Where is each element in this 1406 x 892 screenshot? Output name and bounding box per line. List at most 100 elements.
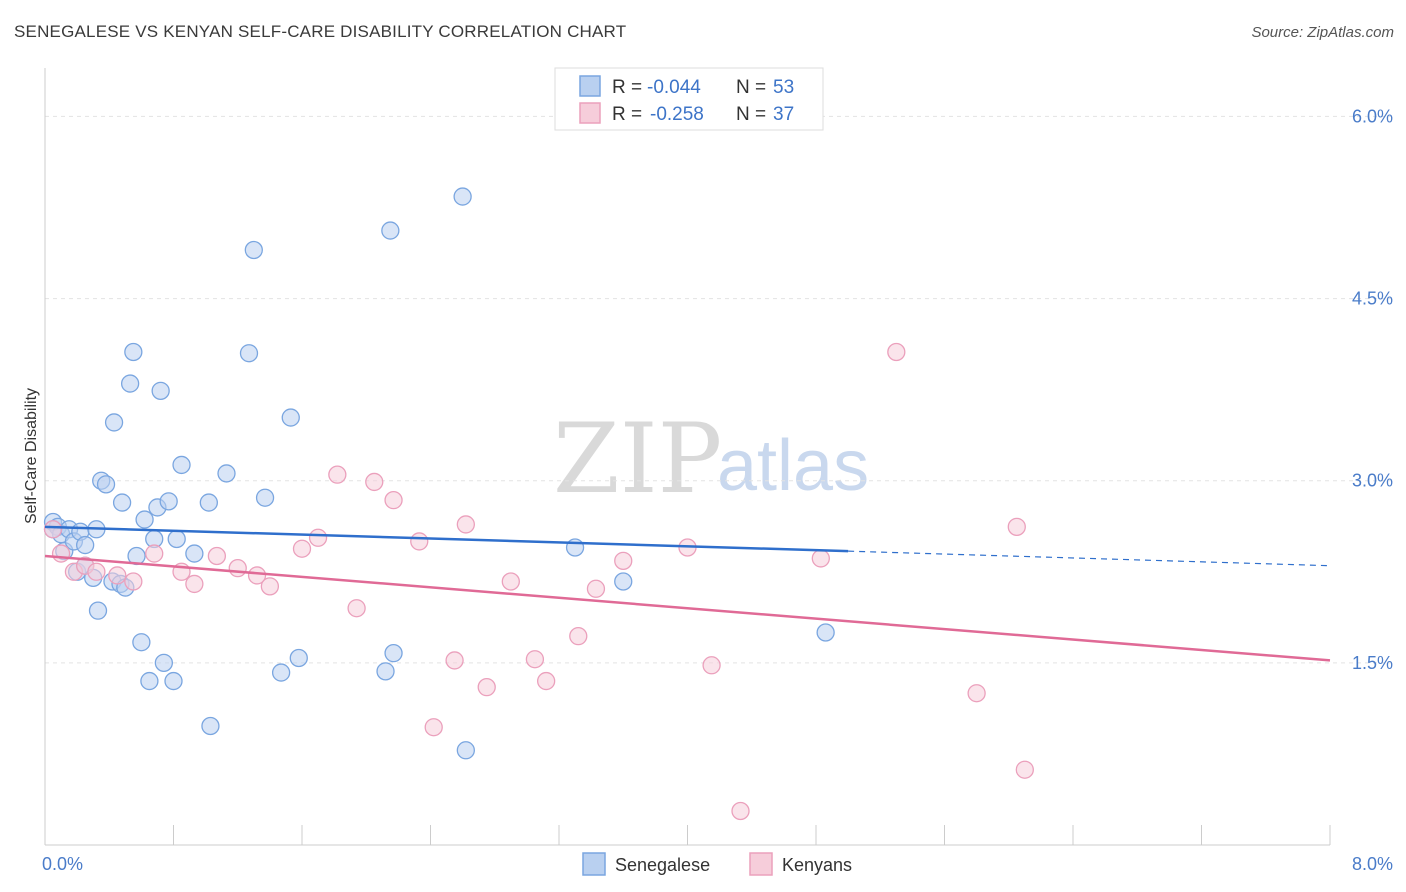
- point-kenyans: [87, 562, 106, 581]
- point-senegalese: [164, 671, 183, 691]
- point-kenyans: [424, 718, 443, 737]
- point-kenyans: [569, 626, 588, 646]
- y-tick-label: 6.0%: [1352, 106, 1393, 126]
- point-senegalese: [456, 741, 475, 760]
- point-kenyans: [108, 566, 127, 585]
- bottom-legend-swatch-kenyans: [749, 852, 773, 876]
- point-kenyans: [384, 490, 403, 510]
- point-kenyans: [410, 532, 429, 551]
- point-kenyans: [887, 342, 906, 362]
- point-senegalese: [104, 413, 124, 432]
- watermark: ZIP atlas: [553, 403, 869, 515]
- point-senegalese: [199, 493, 218, 512]
- point-kenyans: [328, 465, 347, 484]
- point-kenyans: [614, 551, 633, 571]
- point-senegalese: [120, 374, 140, 393]
- point-kenyans: [308, 528, 328, 547]
- legend-swatch-senegalese: [579, 75, 601, 97]
- point-kenyans: [207, 546, 227, 566]
- point-senegalese: [816, 623, 835, 642]
- point-senegalese: [112, 493, 132, 512]
- legend-swatch-kenyans: [579, 102, 601, 124]
- point-kenyans: [501, 572, 520, 591]
- point-kenyans: [260, 577, 280, 596]
- y-tick-label: 3.0%: [1352, 471, 1393, 491]
- point-senegalese: [167, 529, 186, 549]
- point-senegalese: [453, 187, 472, 206]
- point-senegalese: [135, 510, 154, 529]
- trend-line-kenyans: [44, 554, 1331, 662]
- axes: 0.0% 8.0%: [42, 68, 1393, 874]
- legend-r-label-kenyans: R =: [612, 104, 642, 125]
- point-kenyans: [145, 544, 164, 563]
- point-senegalese: [289, 648, 308, 668]
- point-senegalese: [217, 464, 236, 483]
- legend-n-label-kenyans: N =: [736, 104, 766, 125]
- legend-n-value-senegalese: 53: [773, 77, 794, 98]
- trend-lines: [44, 525, 1331, 662]
- point-kenyans: [525, 650, 545, 669]
- point-kenyans: [228, 558, 247, 578]
- point-senegalese: [96, 475, 116, 494]
- point-kenyans: [477, 677, 496, 697]
- legend-r-label-senegalese: R =: [612, 77, 642, 98]
- point-senegalese: [124, 342, 143, 362]
- legend-r-value-kenyans: -0.258: [650, 104, 704, 125]
- trend-line-extension-senegalese: [848, 550, 1331, 567]
- chart-title: SENEGALESE VS KENYAN SELF-CARE DISABILIT…: [14, 22, 627, 41]
- bottom-legend-label-senegalese: Senegalese: [615, 855, 710, 875]
- point-kenyans: [445, 651, 464, 670]
- trend-line-senegalese: [44, 525, 849, 553]
- y-axis-label: Self-Care Disability: [23, 388, 40, 524]
- point-senegalese: [132, 633, 151, 652]
- point-senegalese: [185, 544, 204, 563]
- point-senegalese: [381, 221, 400, 240]
- point-kenyans: [811, 549, 830, 568]
- point-kenyans: [1007, 517, 1026, 537]
- point-senegalese: [244, 240, 263, 260]
- point-kenyans: [247, 566, 267, 585]
- point-senegalese: [201, 716, 220, 736]
- grid-lines: 1.5% 3.0% 4.5% 6.0%: [45, 106, 1393, 673]
- point-kenyans: [292, 539, 312, 558]
- point-senegalese: [281, 408, 300, 427]
- y-tick-label: 4.5%: [1352, 289, 1393, 309]
- point-senegalese: [239, 344, 259, 363]
- point-kenyans: [456, 515, 475, 534]
- x-tick-label-min: 0.0%: [42, 854, 83, 874]
- point-kenyans: [537, 671, 556, 691]
- point-senegalese: [614, 572, 633, 591]
- point-kenyans: [702, 656, 721, 675]
- bottom-legend: Senegalese Kenyans: [582, 852, 852, 876]
- point-senegalese: [76, 535, 95, 555]
- point-senegalese: [151, 381, 170, 401]
- point-kenyans: [731, 801, 750, 821]
- legend-r-value-senegalese: -0.044: [647, 77, 701, 98]
- point-senegalese: [88, 601, 108, 620]
- bottom-legend-swatch-senegalese: [582, 852, 606, 876]
- point-senegalese: [154, 653, 174, 673]
- point-senegalese: [172, 455, 191, 475]
- point-kenyans: [185, 574, 204, 594]
- point-senegalese: [376, 662, 395, 681]
- x-tick-label-max: 8.0%: [1352, 854, 1393, 874]
- watermark-zip: ZIP: [553, 403, 722, 515]
- legend-box: R = -0.044 N = 53 R = -0.258 N = 37: [554, 67, 824, 131]
- point-kenyans: [124, 572, 143, 591]
- point-senegalese: [384, 643, 403, 663]
- point-senegalese: [271, 663, 291, 682]
- point-kenyans: [43, 520, 63, 539]
- point-kenyans: [967, 684, 986, 703]
- source-credit: Source: ZipAtlas.com: [1251, 24, 1394, 41]
- point-kenyans: [1015, 760, 1034, 779]
- point-kenyans: [51, 544, 71, 563]
- point-senegalese: [255, 488, 275, 507]
- point-senegalese: [140, 671, 159, 691]
- legend-n-label-senegalese: N =: [736, 77, 766, 98]
- point-kenyans: [586, 579, 606, 598]
- legend-n-value-kenyans: 37: [773, 104, 794, 125]
- y-tick-label: 1.5%: [1352, 653, 1393, 673]
- point-kenyans: [347, 599, 366, 618]
- data-points: [43, 187, 1034, 821]
